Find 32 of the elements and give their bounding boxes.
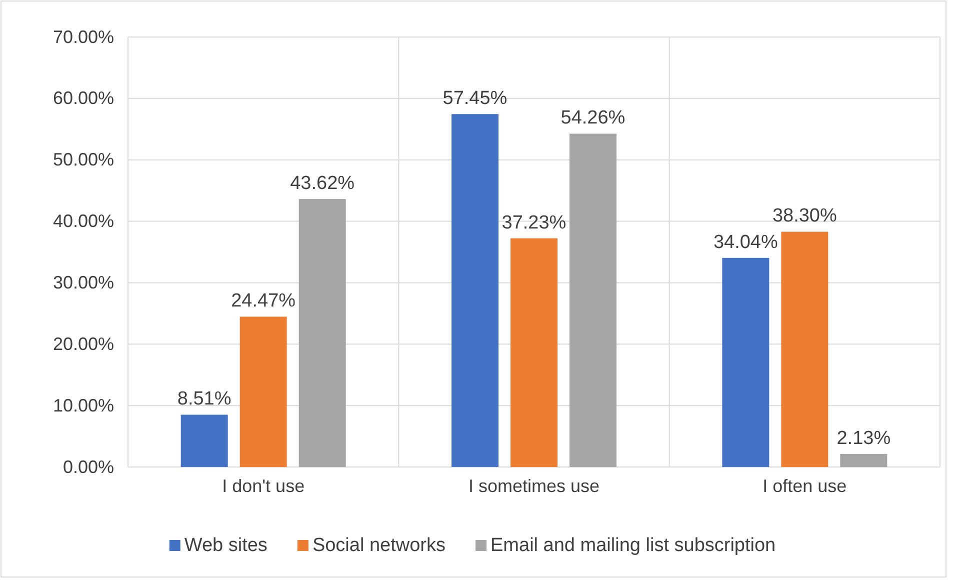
bar	[180, 414, 228, 467]
bar	[840, 454, 888, 467]
bar	[722, 258, 770, 467]
legend-label: Web sites	[184, 535, 268, 556]
legend-label: Email and mailing list subscription	[490, 535, 776, 556]
x-tick-label: I don't use	[222, 476, 305, 496]
bar	[240, 316, 287, 467]
data-label: 43.62%	[290, 173, 355, 194]
y-tick-label: 40.00%	[52, 211, 114, 232]
y-tick-label: 70.00%	[52, 26, 114, 47]
bar	[781, 232, 828, 467]
bar	[510, 238, 558, 467]
data-label: 37.23%	[502, 212, 566, 234]
data-label: 24.47%	[231, 290, 296, 312]
data-label: 54.26%	[560, 108, 626, 129]
y-tick-label: 0.00%	[62, 456, 114, 477]
y-tick-label: 10.00%	[52, 395, 114, 416]
y-tick-label: 20.00%	[52, 334, 114, 354]
data-label: 2.13%	[836, 428, 891, 449]
x-tick-label: I often use	[762, 476, 847, 496]
y-tick-label: 30.00%	[52, 272, 114, 292]
y-tick-label: 60.00%	[52, 88, 114, 108]
bar	[570, 134, 616, 467]
data-label: 38.30%	[772, 206, 837, 227]
data-label: 57.45%	[442, 88, 508, 110]
bar	[452, 114, 498, 467]
x-tick-label: I sometimes use	[468, 476, 600, 496]
data-label: 8.51%	[177, 388, 232, 410]
bar	[298, 199, 346, 467]
data-label: 34.04%	[713, 232, 778, 253]
y-tick-label: 50.00%	[52, 150, 114, 170]
legend-label: Social networks	[312, 535, 446, 556]
